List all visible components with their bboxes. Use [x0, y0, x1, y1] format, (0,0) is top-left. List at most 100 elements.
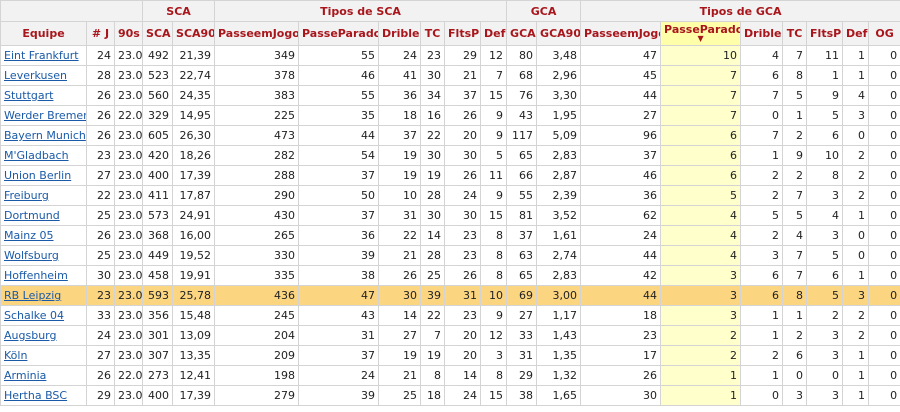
table-row[interactable]: Leverkusen 28 23.0 523 22,74 378 46 41 30 21 7 68 2,… [0, 65, 900, 86]
team-link[interactable]: Arminia [4, 369, 47, 382]
team-link-cell[interactable]: RB Leipzig [0, 285, 87, 306]
team-link[interactable]: Werder Bremen [4, 109, 87, 122]
table-cell: 26,30 [172, 125, 216, 146]
table-row[interactable]: Hertha BSC 29 23.0 400 17,39 279 39 25 18 24 15 38 1… [0, 385, 900, 406]
table-cell: 560 [142, 85, 174, 106]
team-link-cell[interactable]: Dortmund [0, 205, 87, 226]
table-row[interactable]: Union Berlin 27 23.0 400 17,39 288 37 19 19 26 11 6… [0, 165, 900, 186]
team-link[interactable]: Wolfsburg [4, 249, 59, 262]
column-header-17[interactable]: FltsP [806, 21, 844, 46]
team-link[interactable]: Dortmund [4, 209, 60, 222]
team-link[interactable]: M'Gladbach [4, 149, 69, 162]
column-header-8[interactable]: TC [420, 21, 446, 46]
table-cell: 23.0 [113, 165, 144, 186]
table-cell: 1 [842, 205, 870, 226]
table-cell: 356 [142, 305, 174, 326]
table-cell: 36 [580, 185, 662, 206]
table-cell: 22.0 [113, 105, 144, 126]
team-link[interactable]: Augsburg [4, 329, 57, 342]
team-link-cell[interactable]: Bayern Munich [0, 125, 87, 146]
table-cell: 24,91 [172, 205, 216, 226]
table-row[interactable]: Augsburg 24 23.0 301 13,09 204 31 27 7 20 12 33 1,43… [0, 325, 900, 346]
column-header-16[interactable]: TC [782, 21, 808, 46]
table-cell: 4 [806, 205, 844, 226]
team-link-cell[interactable]: Leverkusen [0, 65, 87, 86]
table-cell: 0 [868, 225, 900, 246]
team-link[interactable]: Köln [4, 349, 28, 362]
table-cell: 0 [868, 85, 900, 106]
team-link-cell[interactable]: Freiburg [0, 185, 87, 206]
column-header-0[interactable]: Equipe [0, 21, 87, 46]
team-link[interactable]: Bayern Munich [4, 129, 86, 142]
column-header-1[interactable]: # J [86, 21, 115, 46]
team-link[interactable]: Union Berlin [4, 169, 72, 182]
team-link[interactable]: Stuttgart [4, 89, 54, 102]
team-link-cell[interactable]: Hoffenheim [0, 265, 87, 286]
column-header-19[interactable]: OG [868, 21, 900, 46]
team-link-cell[interactable]: Werder Bremen [0, 105, 87, 126]
team-link-cell[interactable]: Schalke 04 [0, 305, 87, 326]
team-link-cell[interactable]: Augsburg [0, 325, 87, 346]
table-cell: 30 [580, 385, 662, 406]
table-cell: 0 [868, 145, 900, 166]
table-cell: 0 [868, 285, 900, 306]
table-row[interactable]: RB Leipzig 23 23.0 593 25,78 436 47 30 39 31 10 69 3… [0, 285, 900, 306]
team-link-cell[interactable]: Mainz 05 [0, 225, 87, 246]
table-cell: 8 [480, 245, 508, 266]
team-link-cell[interactable]: Stuttgart [0, 85, 87, 106]
column-header-14[interactable]: PasseParado ▼ [660, 21, 742, 46]
team-link[interactable]: Eint Frankfurt [4, 49, 79, 62]
table-row[interactable]: Bayern Munich 26 23.0 605 26,30 473 44 37 22 20 9 1… [0, 125, 900, 146]
table-row[interactable]: Hoffenheim 30 23.0 458 19,91 335 38 26 25 26 8 65 2,… [0, 265, 900, 286]
table-cell: 14 [444, 365, 482, 386]
column-header-3[interactable]: SCA [142, 21, 174, 46]
table-row[interactable]: Eint Frankfurt 24 23.0 492 21,39 349 55 24 23 29 1… [0, 45, 900, 66]
table-row[interactable]: Werder Bremen 26 22.0 329 14,95 225 35 18 16 26 9 4… [0, 105, 900, 126]
column-header-15[interactable]: Drible [740, 21, 784, 46]
column-header-6[interactable]: PasseParado [298, 21, 380, 46]
column-header-4[interactable]: SCA90 [172, 21, 216, 46]
team-link[interactable]: Mainz 05 [4, 229, 54, 242]
column-header-5[interactable]: PasseemJogo [214, 21, 300, 46]
team-link-cell[interactable]: Hertha BSC [0, 385, 87, 406]
table-row[interactable]: Mainz 05 26 23.0 368 16,00 265 36 22 14 23 8 37 1,61… [0, 225, 900, 246]
table-cell: 3 [740, 245, 784, 266]
table-cell: 593 [142, 285, 174, 306]
table-cell: 18 [378, 105, 422, 126]
team-link-cell[interactable]: Arminia [0, 365, 87, 386]
table-cell: 378 [214, 65, 300, 86]
table-cell: 3,00 [536, 285, 582, 306]
team-link[interactable]: RB Leipzig [4, 289, 62, 302]
team-link[interactable]: Hoffenheim [4, 269, 68, 282]
table-row[interactable]: M'Gladbach 23 23.0 420 18,26 282 54 19 30 30 5 65 2,… [0, 145, 900, 166]
table-row[interactable]: Arminia 26 22.0 273 12,41 198 24 21 8 14 8 29 1,32 26… [0, 365, 900, 386]
table-row[interactable]: Schalke 04 33 23.0 356 15,48 245 43 14 22 23 9 27 1,… [0, 305, 900, 326]
team-link[interactable]: Freiburg [4, 189, 49, 202]
column-header-18[interactable]: Def [842, 21, 870, 46]
table-cell: 31 [298, 325, 380, 346]
table-row[interactable]: Freiburg 22 23.0 411 17,87 290 50 10 28 24 9 55 2,39… [0, 185, 900, 206]
group-empty [0, 0, 144, 22]
team-link[interactable]: Hertha BSC [4, 389, 68, 402]
team-link[interactable]: Leverkusen [4, 69, 67, 82]
column-header-10[interactable]: Def [480, 21, 508, 46]
team-link[interactable]: Schalke 04 [4, 309, 65, 322]
table-cell: 30 [420, 65, 446, 86]
table-row[interactable]: Stuttgart 26 23.0 560 24,35 383 55 36 34 37 15 76 3,… [0, 85, 900, 106]
team-link-cell[interactable]: Wolfsburg [0, 245, 87, 266]
team-link-cell[interactable]: Köln [0, 345, 87, 366]
team-link-cell[interactable]: M'Gladbach [0, 145, 87, 166]
table-row[interactable]: Wolfsburg 25 23.0 449 19,52 330 39 21 28 23 8 63 2,7… [0, 245, 900, 266]
column-header-9[interactable]: FltsP [444, 21, 482, 46]
table-row[interactable]: Köln 27 23.0 307 13,35 209 37 19 19 20 3 31 1,35 17 2 2… [0, 345, 900, 366]
column-header-12[interactable]: GCA90 [536, 21, 582, 46]
team-link-cell[interactable]: Union Berlin [0, 165, 87, 186]
table-cell: 68 [506, 65, 538, 86]
table-row[interactable]: Dortmund 25 23.0 573 24,91 430 37 31 30 30 15 81 3,5… [0, 205, 900, 226]
team-link-cell[interactable]: Eint Frankfurt [0, 45, 87, 66]
column-header-13[interactable]: PasseemJogo [580, 21, 662, 46]
column-header-7[interactable]: Drible [378, 21, 422, 46]
column-header-11[interactable]: GCA [506, 21, 538, 46]
table-cell: 288 [214, 165, 300, 186]
column-header-2[interactable]: 90s [113, 21, 144, 46]
